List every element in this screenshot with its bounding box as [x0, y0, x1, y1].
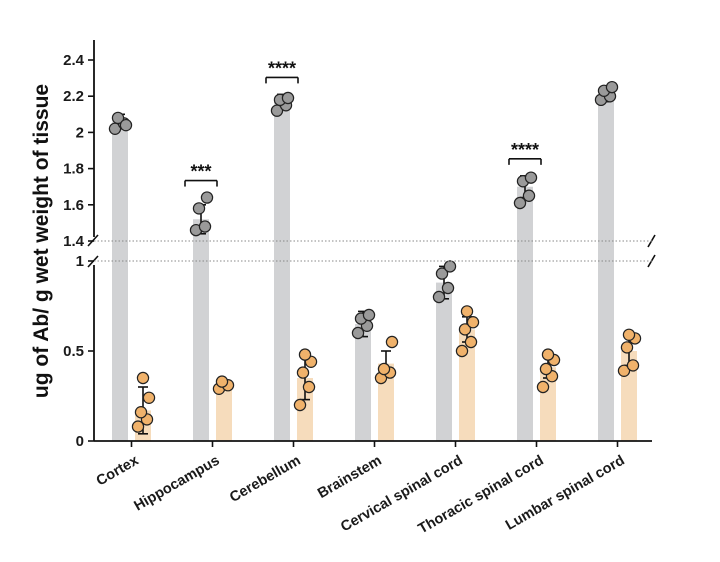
- errors-layer: [115, 86, 634, 435]
- y-tick-label: 1.4: [63, 233, 85, 250]
- data-point: [622, 328, 636, 341]
- data-point: [136, 371, 150, 385]
- bar: [274, 101, 290, 441]
- significance-label: ***: [190, 162, 211, 182]
- data-point: [455, 344, 469, 358]
- data-point: [131, 420, 145, 433]
- y-tick-label: 2.2: [63, 88, 84, 105]
- x-tick-label: Hippocampus: [131, 453, 222, 515]
- data-point: [215, 375, 229, 388]
- bars-layer: [112, 94, 637, 441]
- bar: [297, 378, 313, 441]
- data-point: [198, 220, 212, 233]
- bar: [459, 329, 475, 441]
- bar: [355, 324, 371, 441]
- data-point: [524, 171, 538, 184]
- data-point: [458, 323, 472, 336]
- data-point: [626, 359, 640, 372]
- x-tick-label: Brainstem: [315, 453, 384, 502]
- data-point: [605, 80, 619, 94]
- data-point: [134, 406, 148, 419]
- significance-label: ****: [511, 140, 539, 160]
- data-point: [443, 260, 457, 273]
- x-tick-label: Cortex: [94, 453, 142, 490]
- x-tick-label: Cerebellum: [227, 453, 303, 506]
- data-point: [435, 267, 449, 280]
- y-tick-label: 1: [76, 253, 84, 270]
- data-point: [513, 196, 527, 210]
- data-point: [466, 316, 480, 329]
- significance-label: ****: [268, 58, 296, 78]
- data-point: [111, 111, 125, 125]
- data-point: [620, 341, 634, 354]
- data-point: [541, 348, 555, 361]
- data-point: [460, 305, 474, 318]
- y-axis-label: ug of Ab/ g wet weight of tissue: [30, 84, 53, 398]
- data-point: [200, 191, 214, 204]
- y-tick-label: 1.8: [63, 161, 84, 178]
- axis-layer: [87, 40, 656, 447]
- data-point: [536, 380, 550, 394]
- data-point: [281, 91, 295, 105]
- data-point: [377, 362, 391, 376]
- y-tick-label: 2: [76, 124, 84, 141]
- bar: [517, 186, 533, 441]
- data-point: [464, 335, 478, 349]
- data-point: [362, 308, 376, 322]
- data-point: [119, 118, 133, 132]
- data-point: [522, 189, 536, 202]
- y-tick-label: 0.5: [63, 343, 84, 360]
- points-layer: [108, 80, 642, 433]
- y-tick-label: 0: [76, 433, 84, 450]
- data-point: [617, 364, 631, 377]
- y-tick-label: 2.4: [63, 52, 85, 69]
- data-point: [298, 348, 312, 361]
- data-point: [539, 362, 553, 376]
- bar: [193, 219, 209, 441]
- data-point: [302, 380, 316, 394]
- data-point: [293, 398, 307, 412]
- data-point: [385, 335, 399, 349]
- y-tick-label: 1.6: [63, 197, 84, 214]
- data-point: [351, 326, 365, 340]
- bar: [436, 282, 452, 441]
- bar: [112, 121, 128, 441]
- data-point: [296, 366, 310, 379]
- data-point: [432, 290, 446, 304]
- data-point: [192, 202, 206, 215]
- bar: [216, 385, 232, 441]
- data-point: [441, 281, 455, 295]
- data-point: [142, 391, 156, 404]
- bar: [598, 94, 614, 441]
